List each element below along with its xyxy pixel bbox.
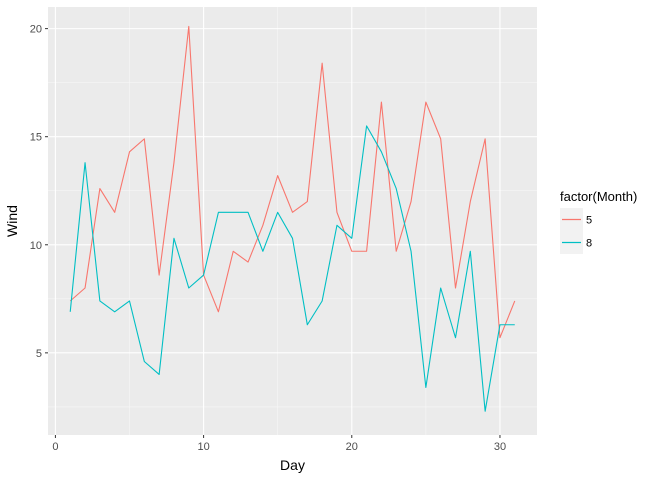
minor-gridlines — [48, 7, 537, 435]
y-tick-label: 10 — [30, 240, 42, 252]
y-axis-title: Wind — [4, 205, 20, 237]
x-axis-title: Day — [280, 457, 305, 473]
major-gridlines — [48, 7, 537, 435]
x-tick-label: 10 — [197, 441, 209, 453]
x-tick-label: 30 — [494, 441, 506, 453]
series-line-8 — [69, 125, 515, 412]
legend-title: factor(Month) — [560, 189, 637, 204]
series-layer — [69, 25, 516, 412]
x-tick-label: 20 — [346, 441, 358, 453]
legend-label-8: 8 — [586, 238, 592, 250]
x-axis: 0 10 20 30 — [52, 435, 506, 453]
y-axis: 5 10 15 20 — [30, 24, 48, 360]
y-tick-label: 20 — [30, 24, 42, 36]
x-tick-label: 0 — [52, 441, 58, 453]
y-tick-label: 5 — [36, 348, 42, 360]
legend-label-5: 5 — [586, 215, 592, 227]
series-line-5 — [69, 25, 516, 339]
legend: factor(Month) 5 8 — [560, 189, 637, 254]
plot-panel — [48, 7, 537, 435]
y-tick-label: 15 — [30, 132, 42, 144]
